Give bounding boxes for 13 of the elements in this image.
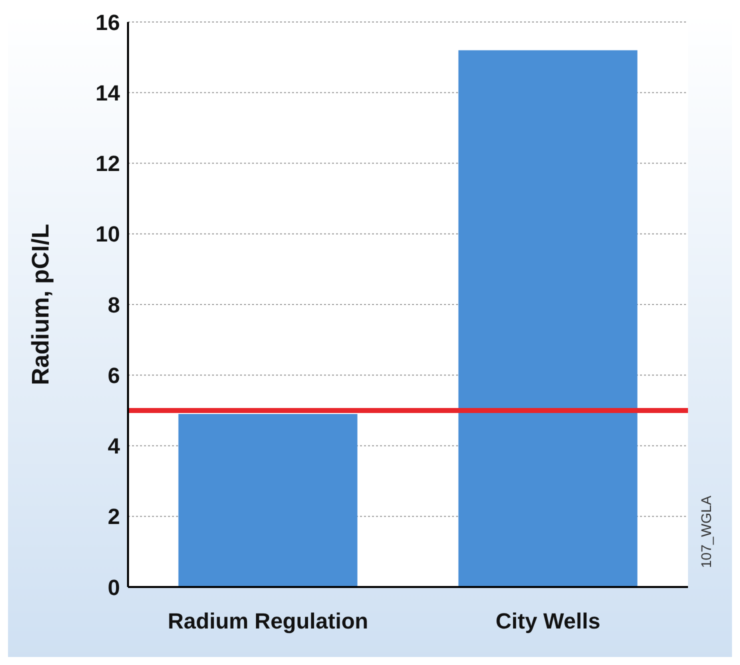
- y-tick-label: 6: [108, 362, 120, 388]
- y-tick-label: 8: [108, 292, 120, 318]
- y-tick-label: 2: [108, 504, 120, 530]
- y-tick-label: 0: [108, 574, 120, 600]
- text: 107_WGLA: [698, 496, 714, 568]
- x-tick-label: Radium Regulation: [168, 608, 368, 634]
- y-tick-label: 10: [96, 222, 120, 247]
- y-tick-label: 16: [96, 10, 120, 35]
- y-tick-label: 12: [96, 151, 120, 176]
- y-tick-label: 4: [108, 434, 121, 459]
- y-axis-title: Radium, pCI/L: [28, 224, 55, 386]
- y-tick-label: 14: [96, 80, 121, 106]
- x-tick-label: City Wells: [496, 608, 600, 634]
